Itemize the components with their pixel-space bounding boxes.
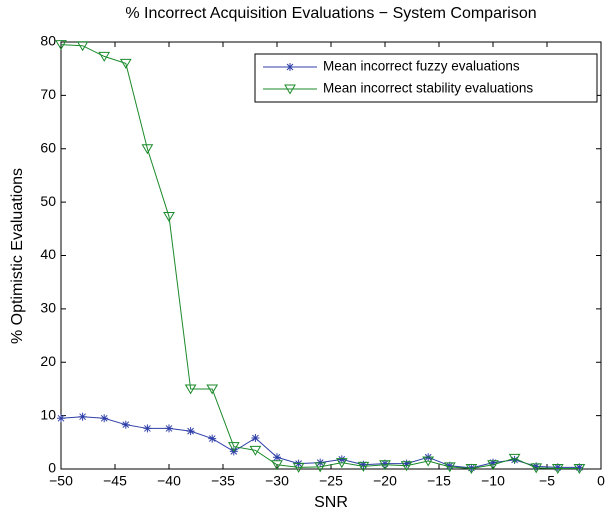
data-point <box>57 414 65 423</box>
data-point <box>271 460 283 471</box>
series-line <box>60 44 580 469</box>
data-point <box>443 462 456 473</box>
y-tick-label: 50 <box>40 193 56 209</box>
y-tick-label: 70 <box>40 86 56 102</box>
data-point <box>55 40 67 51</box>
data-point <box>465 463 478 474</box>
data-point <box>100 414 109 423</box>
y-axis-label: % Optimistic Evaluations <box>9 168 26 344</box>
x-tick-label: 0 <box>597 473 605 489</box>
data-point <box>530 463 543 474</box>
data-point <box>314 462 327 473</box>
data-point <box>163 212 175 223</box>
data-point <box>186 427 195 436</box>
x-axis-label: SNR <box>314 494 348 511</box>
data-point <box>381 459 389 468</box>
data-point <box>335 458 348 469</box>
plot-area <box>60 41 602 470</box>
x-tick-label: −10 <box>481 473 505 489</box>
legend-box <box>254 53 598 103</box>
data-point <box>208 434 217 443</box>
data-point <box>379 460 391 471</box>
y-tick-label: 60 <box>40 139 56 155</box>
data-point <box>337 455 346 464</box>
x-tick-label: −20 <box>373 473 397 489</box>
legend-label: Mean incorrect stability evaluations <box>323 81 533 96</box>
data-point <box>143 424 152 433</box>
chart-title: % Incorrect Acquisition Evaluations − Sy… <box>125 5 536 22</box>
data-point <box>551 463 564 474</box>
data-point <box>292 462 305 473</box>
data-point <box>165 424 173 433</box>
legend-label: Mean incorrect fuzzy evaluations <box>323 59 520 74</box>
x-tick-label: −40 <box>157 473 181 489</box>
y-tick-label: 20 <box>40 353 56 369</box>
data-point <box>575 463 584 472</box>
y-tick-label: 10 <box>40 406 56 422</box>
data-point <box>467 463 476 472</box>
legend-marker <box>284 84 296 95</box>
x-tick-label: −5 <box>539 473 555 489</box>
x-tick-label: −25 <box>319 473 343 489</box>
x-tick-label: −35 <box>211 473 235 489</box>
data-point <box>553 463 562 472</box>
data-point <box>121 420 130 429</box>
y-tick-label: 80 <box>40 33 56 49</box>
x-tick-label: −45 <box>103 473 127 489</box>
data-point <box>119 58 132 69</box>
data-point <box>76 41 89 52</box>
y-tick-label: 30 <box>40 300 56 316</box>
data-point <box>510 455 519 464</box>
data-point <box>357 461 370 472</box>
data-point <box>359 460 368 469</box>
data-point <box>206 384 219 395</box>
x-tick-label: −30 <box>265 473 289 489</box>
data-point <box>402 459 411 468</box>
x-tick-label: −15 <box>427 473 451 489</box>
data-point <box>78 412 87 421</box>
data-point <box>184 384 197 395</box>
data-point <box>141 144 154 155</box>
y-tick-label: 0 <box>48 460 56 476</box>
data-point <box>249 445 262 456</box>
data-point <box>400 461 413 472</box>
data-point <box>445 461 454 470</box>
data-point <box>98 51 111 62</box>
data-point <box>227 442 240 453</box>
data-point <box>573 463 586 474</box>
data-point <box>422 456 435 467</box>
data-point <box>273 453 281 462</box>
legend-marker <box>286 63 294 71</box>
data-point <box>532 462 541 471</box>
data-point <box>251 434 260 443</box>
data-point <box>508 453 521 464</box>
data-point <box>489 458 497 467</box>
x-tick-label: −50 <box>49 473 73 489</box>
y-tick-label: 40 <box>40 246 56 262</box>
data-point <box>487 460 499 471</box>
